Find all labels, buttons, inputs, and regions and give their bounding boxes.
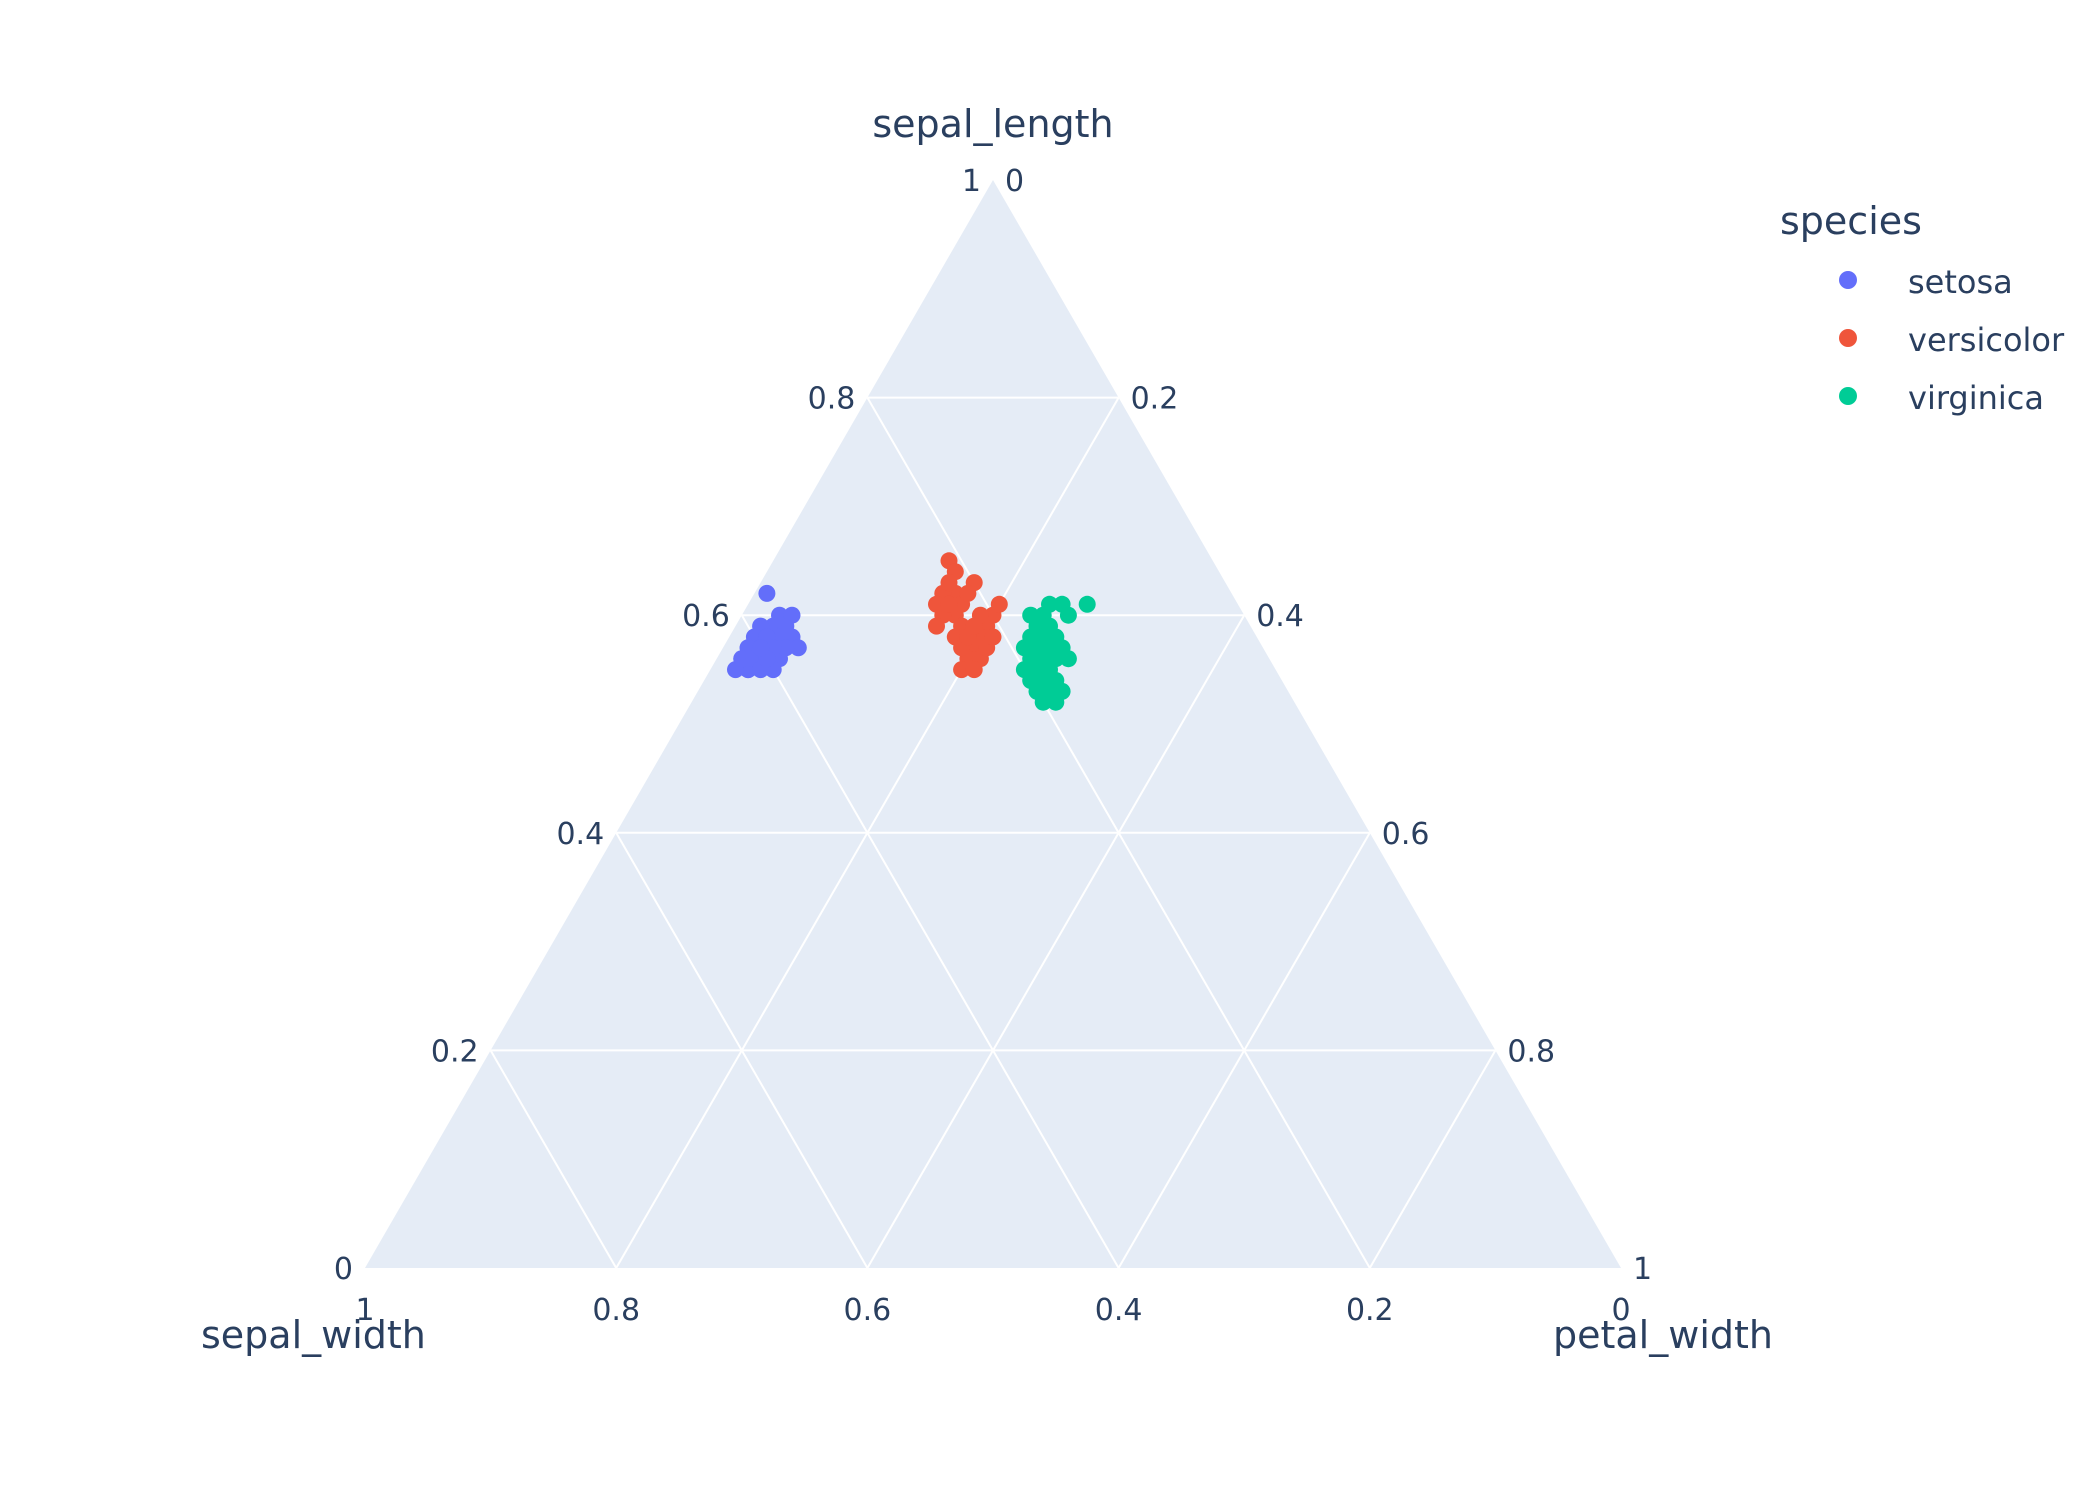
legend-marker-setosa [1839,271,1857,289]
tick-label-b: 0.4 [1095,1293,1143,1328]
tick-label-c: 0.6 [1382,817,1430,852]
data-point-virginica [1041,661,1058,679]
data-point-versicolor [990,595,1008,613]
tick-labels: 0100.20.80.20.40.60.40.60.40.60.80.20.81… [334,164,1652,1328]
tick-label-c: 0 [1005,164,1024,199]
data-point-virginica [1053,639,1071,657]
legend-title: species [1780,199,1922,243]
tick-label-a: 1 [962,164,981,199]
tick-label-a: 0 [334,1252,353,1287]
axis-title-petal-width: petal_width [1553,1313,1773,1357]
data-point-setosa [758,584,776,602]
data-point-setosa [733,650,751,668]
tick-label-c: 0.2 [1131,382,1179,417]
grid-line-b [740,614,1120,1269]
data-point-virginica [1078,595,1096,613]
tick-label-c: 0.4 [1256,599,1304,634]
data-point-versicolor [984,628,1002,646]
plot-background [365,180,1621,1268]
grid-lines [489,396,1497,1269]
tick-label-b: 1 [355,1293,374,1328]
legend-label-setosa: setosa [1908,263,2013,301]
data-point-versicolor [928,617,945,635]
tick-label-c: 0.8 [1507,1034,1555,1069]
tick-label-a: 0.4 [556,817,604,852]
data-point-virginica [1041,617,1058,635]
axis-title-sepal-width: sepal_width [201,1313,426,1357]
tick-label-a: 0.6 [682,599,730,634]
legend-marker-virginica [1839,387,1857,405]
data-point-versicolor [965,617,983,635]
data-point-setosa [777,639,795,657]
data-point-virginica [1034,693,1052,711]
grid-line-b [489,1049,618,1269]
legend: species setosa versicolor virginica [1780,199,2065,417]
grid-line-c [866,614,1246,1269]
data-point-setosa [783,606,801,624]
grid-line-c [1117,832,1371,1269]
data-point-setosa [789,639,807,657]
tick-label-a: 0.8 [808,382,856,417]
legend-marker-versicolor [1839,329,1857,347]
tick-label-b: 0.8 [592,1293,640,1328]
data-point-versicolor [959,584,977,602]
data-point-virginica [1022,628,1040,646]
data-point-versicolor [940,574,958,592]
legend-label-virginica: virginica [1908,379,2044,417]
grid-line-c [1368,1049,1497,1269]
grid-line-b [615,832,869,1269]
data-point-versicolor [953,661,971,679]
tick-label-c: 1 [1633,1252,1652,1287]
data-point-virginica [1022,650,1040,668]
data-point-virginica [1053,682,1071,700]
data-point-setosa [752,639,770,657]
data-point-versicolor [940,595,958,613]
legend-label-versicolor: versicolor [1908,321,2065,359]
data-point-versicolor [928,595,945,613]
tick-label-b: 0 [1611,1293,1630,1328]
tick-label-b: 0.2 [1346,1293,1394,1328]
data-points [727,552,1096,711]
tick-label-a: 0.2 [431,1034,479,1069]
data-point-virginica [1022,606,1040,624]
data-point-virginica [1059,606,1077,624]
data-point-virginica [1041,639,1058,657]
axis-title-sepal-length: sepal_length [872,102,1113,146]
data-point-versicolor [965,661,983,679]
tick-label-b: 0.6 [844,1293,892,1328]
